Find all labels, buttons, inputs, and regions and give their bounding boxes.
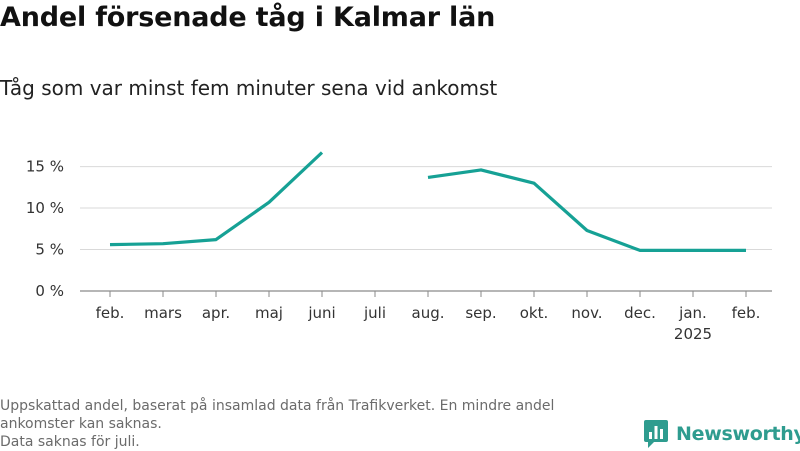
chart-title: Andel försenade tåg i Kalmar län <box>0 2 496 33</box>
line-chart: 0 % 5 % 10 % 15 % feb. mars apr. maj juni juli au… <box>26 151 772 343</box>
missing-data-note: Data saknas för juli. <box>0 434 140 450</box>
y-tick-label: 15 % <box>26 158 64 176</box>
x-tick-label: aug. <box>412 304 445 322</box>
brand-name: Newsworthy <box>676 423 800 445</box>
y-axis-ticks: 0 % 5 % 10 % 15 % <box>26 158 64 300</box>
x-tick-label: juni <box>307 304 335 322</box>
x-tick-label: mars <box>144 304 182 322</box>
chart-footer: Uppskattad andel, baserat på insamlad da… <box>0 397 630 451</box>
series-lines <box>109 151 746 252</box>
x-tick-label: okt. <box>520 304 549 322</box>
series-line <box>109 151 324 247</box>
series-line <box>427 168 746 252</box>
x-tick-label: dec. <box>624 304 656 322</box>
x-tick-label: apr. <box>202 304 230 322</box>
x-tick-label: nov. <box>571 304 602 322</box>
x-year-label: 2025 <box>674 325 712 343</box>
source-note: Uppskattad andel, baserat på insamlad da… <box>0 398 555 432</box>
y-tick-label: 10 % <box>26 199 64 217</box>
chart-subtitle: Tåg som var minst fem minuter sena vid a… <box>0 76 498 100</box>
gridlines <box>80 166 772 292</box>
y-tick-label: 5 % <box>35 241 64 259</box>
x-tick-label: feb. <box>96 304 125 322</box>
x-tick-label: juli <box>363 304 386 322</box>
x-axis-ticks: feb. mars apr. maj juni juli aug. sep. okt. nov. d… <box>96 291 761 343</box>
x-tick-label: jan. <box>678 304 707 322</box>
newsworthy-logo-icon <box>644 420 668 448</box>
y-tick-label: 0 % <box>35 282 64 300</box>
x-tick-label: feb. <box>732 304 761 322</box>
x-tick-label: maj <box>255 304 283 322</box>
brand-logo[interactable]: Newsworthy <box>644 419 800 449</box>
x-tick-label: sep. <box>465 304 496 322</box>
